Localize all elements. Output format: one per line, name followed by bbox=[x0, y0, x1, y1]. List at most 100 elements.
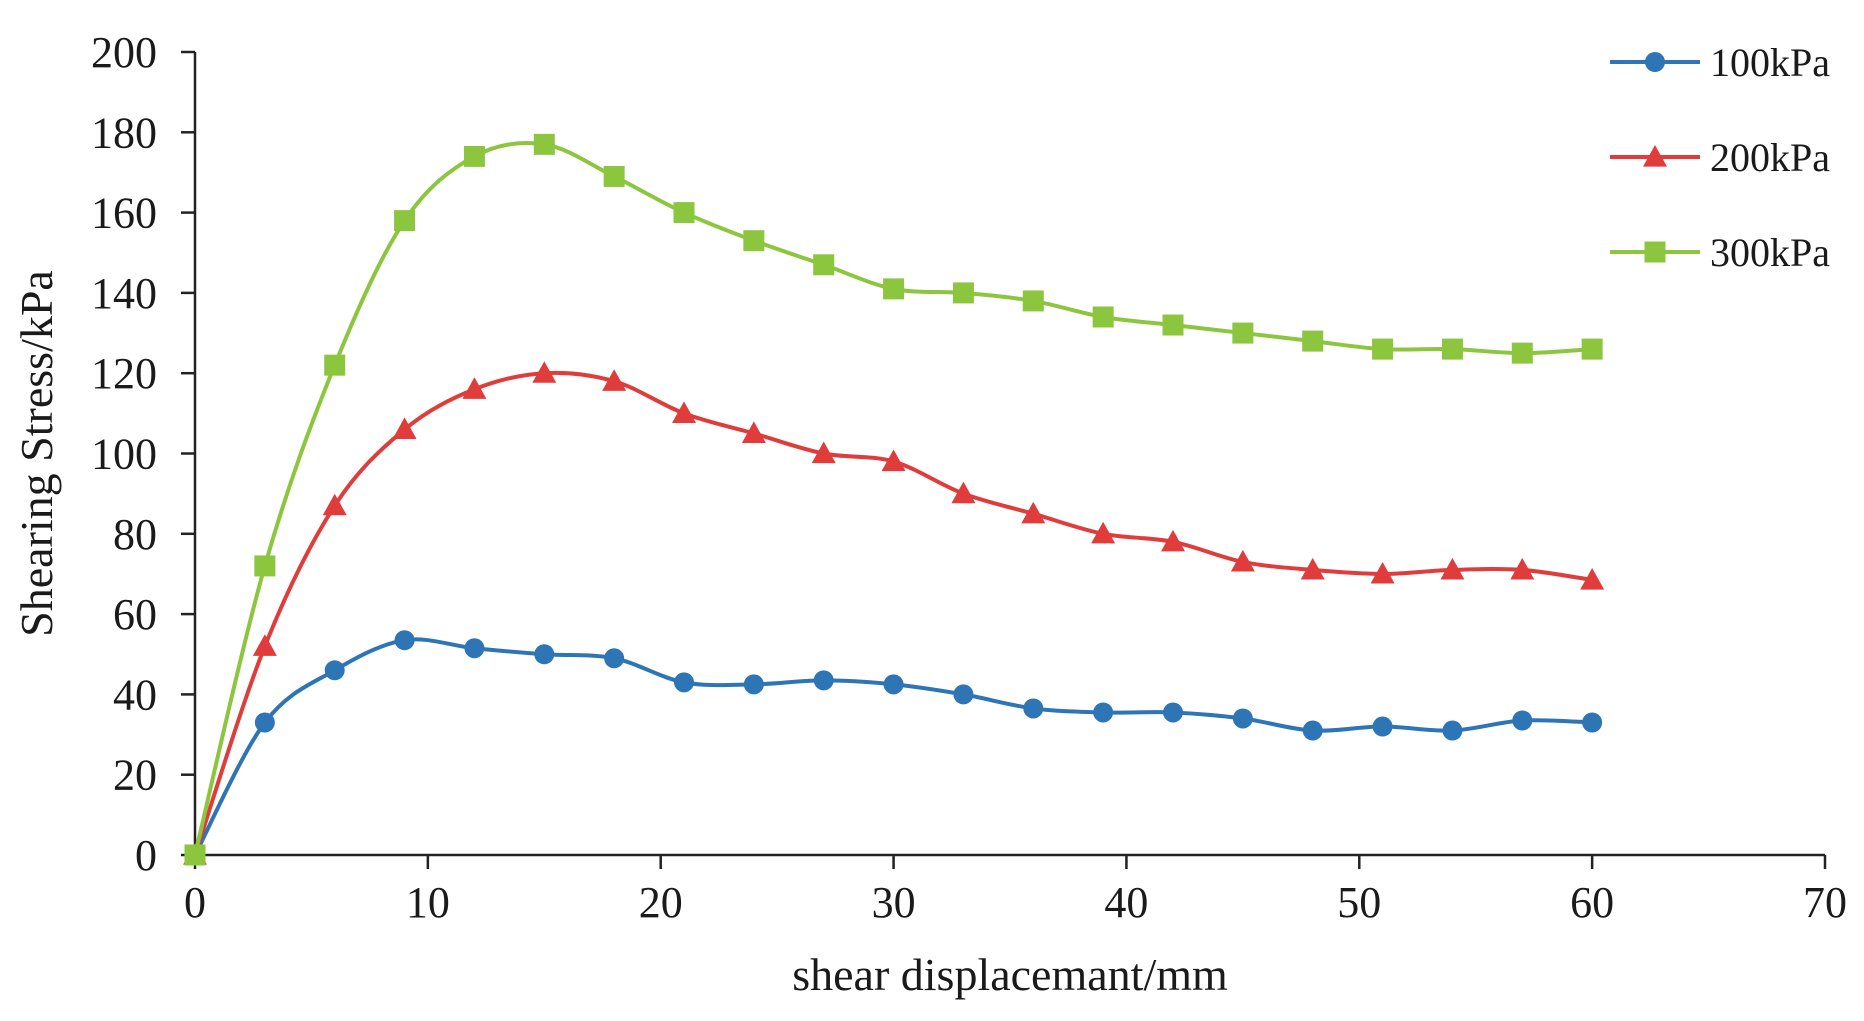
data-point-300kPa bbox=[1511, 342, 1533, 364]
y-tick-label: 0 bbox=[135, 831, 157, 880]
y-tick-label: 20 bbox=[113, 751, 157, 800]
data-point-100kPa bbox=[1302, 720, 1323, 741]
x-tick-label: 40 bbox=[1104, 878, 1148, 927]
data-point-300kPa bbox=[463, 145, 485, 167]
x-tick-label: 10 bbox=[406, 878, 450, 927]
x-tick-label: 50 bbox=[1337, 878, 1381, 927]
data-point-300kPa bbox=[1581, 338, 1603, 360]
series-300kPa bbox=[184, 133, 1603, 866]
legend-item-200kPa: 200kPa bbox=[1610, 135, 1830, 180]
data-point-200kPa bbox=[881, 449, 906, 472]
data-point-100kPa bbox=[674, 672, 694, 693]
data-point-100kPa bbox=[813, 670, 834, 691]
axes: 0 20 40 60 80 100 120 140 160 180 200 0 10 20 30 40 50 60… bbox=[91, 28, 1847, 927]
legend-item-100kPa: 100kPa bbox=[1610, 40, 1830, 85]
data-point-100kPa bbox=[254, 712, 275, 733]
series-line-100kPa bbox=[193, 637, 1593, 856]
data-point-300kPa bbox=[1441, 338, 1463, 360]
x-tick-label: 20 bbox=[639, 878, 683, 927]
data-point-100kPa bbox=[953, 684, 974, 705]
series-line-200kPa bbox=[193, 370, 1593, 856]
data-point-200kPa bbox=[811, 441, 836, 464]
data-point-100kPa bbox=[1163, 702, 1183, 723]
data-point-200kPa bbox=[1021, 501, 1046, 524]
data-point-300kPa bbox=[1022, 290, 1044, 312]
data-point-200kPa bbox=[322, 493, 347, 516]
data-point-100kPa bbox=[883, 674, 904, 695]
x-axis-title: shear displacemant/mm bbox=[792, 949, 1228, 1000]
data-point-300kPa bbox=[1092, 306, 1114, 328]
y-tick-label: 60 bbox=[113, 590, 157, 639]
data-point-300kPa bbox=[254, 555, 276, 577]
data-point-300kPa bbox=[533, 133, 555, 155]
data-point-200kPa bbox=[1091, 521, 1116, 544]
data-point-200kPa bbox=[951, 481, 976, 504]
data-point-300kPa bbox=[813, 254, 835, 276]
data-point-200kPa bbox=[1440, 557, 1465, 580]
data-point-300kPa bbox=[324, 354, 346, 376]
data-point-100kPa bbox=[1232, 708, 1253, 729]
data-point-200kPa bbox=[1300, 557, 1325, 580]
x-tick-label: 60 bbox=[1570, 878, 1614, 927]
y-tick-label: 200 bbox=[91, 28, 157, 77]
series-layer bbox=[183, 133, 1605, 866]
data-point-100kPa bbox=[1023, 698, 1044, 719]
x-tick-label: 0 bbox=[184, 878, 206, 927]
data-point-300kPa bbox=[673, 202, 695, 224]
series-line-300kPa bbox=[193, 141, 1593, 856]
y-tick-label: 80 bbox=[113, 510, 157, 559]
legend-marker bbox=[1645, 52, 1665, 72]
legend-item-300kPa: 300kPa bbox=[1610, 230, 1830, 275]
data-point-200kPa bbox=[1161, 529, 1185, 552]
data-point-300kPa bbox=[743, 230, 765, 252]
data-point-100kPa bbox=[604, 648, 625, 669]
series-200kPa bbox=[183, 361, 1605, 865]
y-tick-label: 140 bbox=[91, 269, 157, 318]
y-axis-title: Shearing Stress/kPa bbox=[11, 270, 62, 637]
data-point-200kPa bbox=[1230, 549, 1255, 572]
data-point-100kPa bbox=[1093, 702, 1114, 723]
data-point-200kPa bbox=[672, 401, 696, 423]
legend-label: 100kPa bbox=[1710, 40, 1830, 85]
series-100kPa bbox=[185, 630, 1603, 865]
legend-label: 300kPa bbox=[1710, 230, 1830, 275]
data-point-300kPa bbox=[184, 844, 206, 866]
data-point-300kPa bbox=[603, 165, 625, 187]
data-point-300kPa bbox=[952, 282, 974, 304]
data-point-200kPa bbox=[532, 361, 557, 383]
y-tick-label: 160 bbox=[91, 189, 157, 238]
data-point-100kPa bbox=[464, 638, 485, 659]
data-point-200kPa bbox=[252, 634, 277, 656]
legend-marker bbox=[1643, 145, 1667, 167]
y-tick-label: 180 bbox=[91, 108, 157, 157]
data-point-300kPa bbox=[1232, 322, 1254, 344]
x-tick-label: 30 bbox=[872, 878, 916, 927]
data-point-100kPa bbox=[1582, 712, 1603, 733]
data-point-300kPa bbox=[1372, 338, 1394, 360]
data-point-100kPa bbox=[1442, 720, 1463, 741]
data-point-200kPa bbox=[462, 377, 487, 399]
y-tick-label: 120 bbox=[91, 349, 157, 398]
x-tick-label: 70 bbox=[1803, 878, 1847, 927]
data-point-200kPa bbox=[392, 417, 417, 440]
data-point-300kPa bbox=[883, 278, 905, 300]
data-point-300kPa bbox=[1302, 330, 1324, 352]
data-point-200kPa bbox=[1580, 567, 1605, 590]
data-point-300kPa bbox=[394, 210, 416, 232]
y-tick-label: 100 bbox=[91, 430, 157, 479]
data-point-100kPa bbox=[534, 644, 555, 665]
y-tick-label: 40 bbox=[113, 670, 157, 719]
data-point-200kPa bbox=[602, 369, 627, 391]
legend-marker bbox=[1644, 241, 1666, 263]
data-point-200kPa bbox=[741, 421, 766, 444]
data-point-100kPa bbox=[324, 660, 345, 681]
data-point-100kPa bbox=[394, 630, 415, 651]
data-point-200kPa bbox=[1510, 557, 1535, 580]
data-point-300kPa bbox=[1162, 314, 1184, 336]
data-point-100kPa bbox=[743, 674, 764, 695]
legend: 100kPa 200kPa 300kPa bbox=[1610, 40, 1830, 275]
data-point-100kPa bbox=[1512, 710, 1533, 731]
legend-label: 200kPa bbox=[1710, 135, 1830, 180]
